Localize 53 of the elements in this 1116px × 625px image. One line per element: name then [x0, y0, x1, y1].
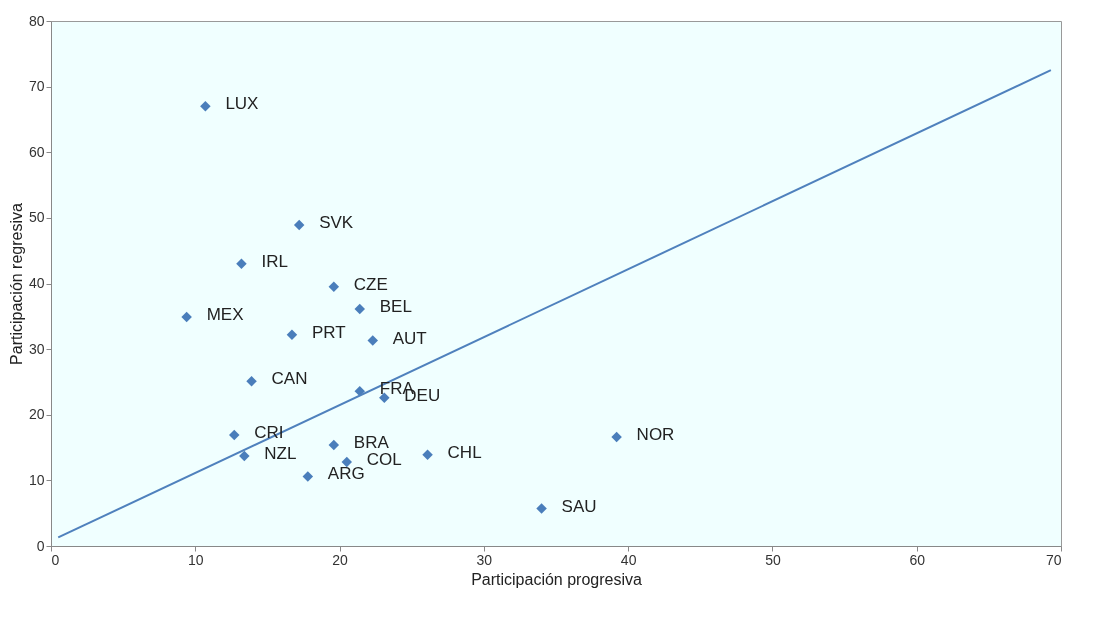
point: [293, 219, 305, 231]
point: [286, 329, 298, 340]
annotation: ARG: [327, 464, 365, 484]
point: [536, 503, 547, 514]
annotation: NOR: [636, 425, 675, 445]
y-tick-label: 20: [28, 406, 45, 423]
point: [422, 449, 433, 461]
annotation: IRL: [261, 251, 288, 271]
point: [246, 376, 257, 387]
x-tick-label: 10: [188, 551, 204, 568]
point: [611, 431, 622, 443]
x-tick-label: 30: [476, 551, 493, 568]
y-tick-label: 10: [28, 471, 45, 488]
annotation: CZE: [353, 274, 388, 294]
annotation: CHL: [447, 442, 482, 462]
x-tick-label: 20: [332, 551, 349, 568]
point: [341, 456, 353, 468]
point: [328, 281, 340, 293]
y-tick-label: 60: [28, 143, 45, 160]
annotation: SVK: [319, 213, 354, 233]
annotation: AUT: [392, 328, 427, 348]
y-tick-label: 0: [36, 537, 45, 554]
point: [239, 450, 250, 462]
point: [328, 439, 340, 451]
point: [200, 101, 211, 112]
y-tick-label: 80: [28, 12, 45, 29]
annotation: SAU: [561, 496, 597, 516]
annotation: BRA: [353, 432, 390, 452]
y-tick-label: 30: [28, 340, 45, 357]
annotation: LUX: [225, 94, 259, 114]
x-tick-label: 40: [620, 551, 637, 568]
point: [367, 335, 378, 346]
annotation: MEX: [206, 304, 244, 324]
y-tick-label: 40: [28, 275, 45, 291]
annotation: BEL: [379, 297, 412, 317]
y-tick-label: 70: [28, 78, 45, 95]
x-tick-label: 0: [51, 551, 60, 568]
point: [229, 429, 240, 441]
annotation: COL: [366, 450, 402, 469]
annotation: NZL: [264, 444, 297, 464]
x-tick-label: 60: [909, 551, 926, 568]
point: [354, 303, 366, 315]
annotation: CRI: [254, 423, 284, 443]
point: [302, 471, 314, 482]
annotation: PRT: [311, 322, 346, 342]
annotation: CAN: [271, 369, 308, 389]
y-tick-label: 50: [28, 209, 45, 226]
y-axis-title: Participación regresiva: [7, 202, 25, 365]
x-axis-title: Participación progresiva: [471, 570, 642, 588]
x-tick-label: 50: [765, 551, 781, 568]
point: [236, 258, 247, 270]
point: [181, 311, 192, 323]
x-tick-label: 70: [1045, 551, 1062, 568]
